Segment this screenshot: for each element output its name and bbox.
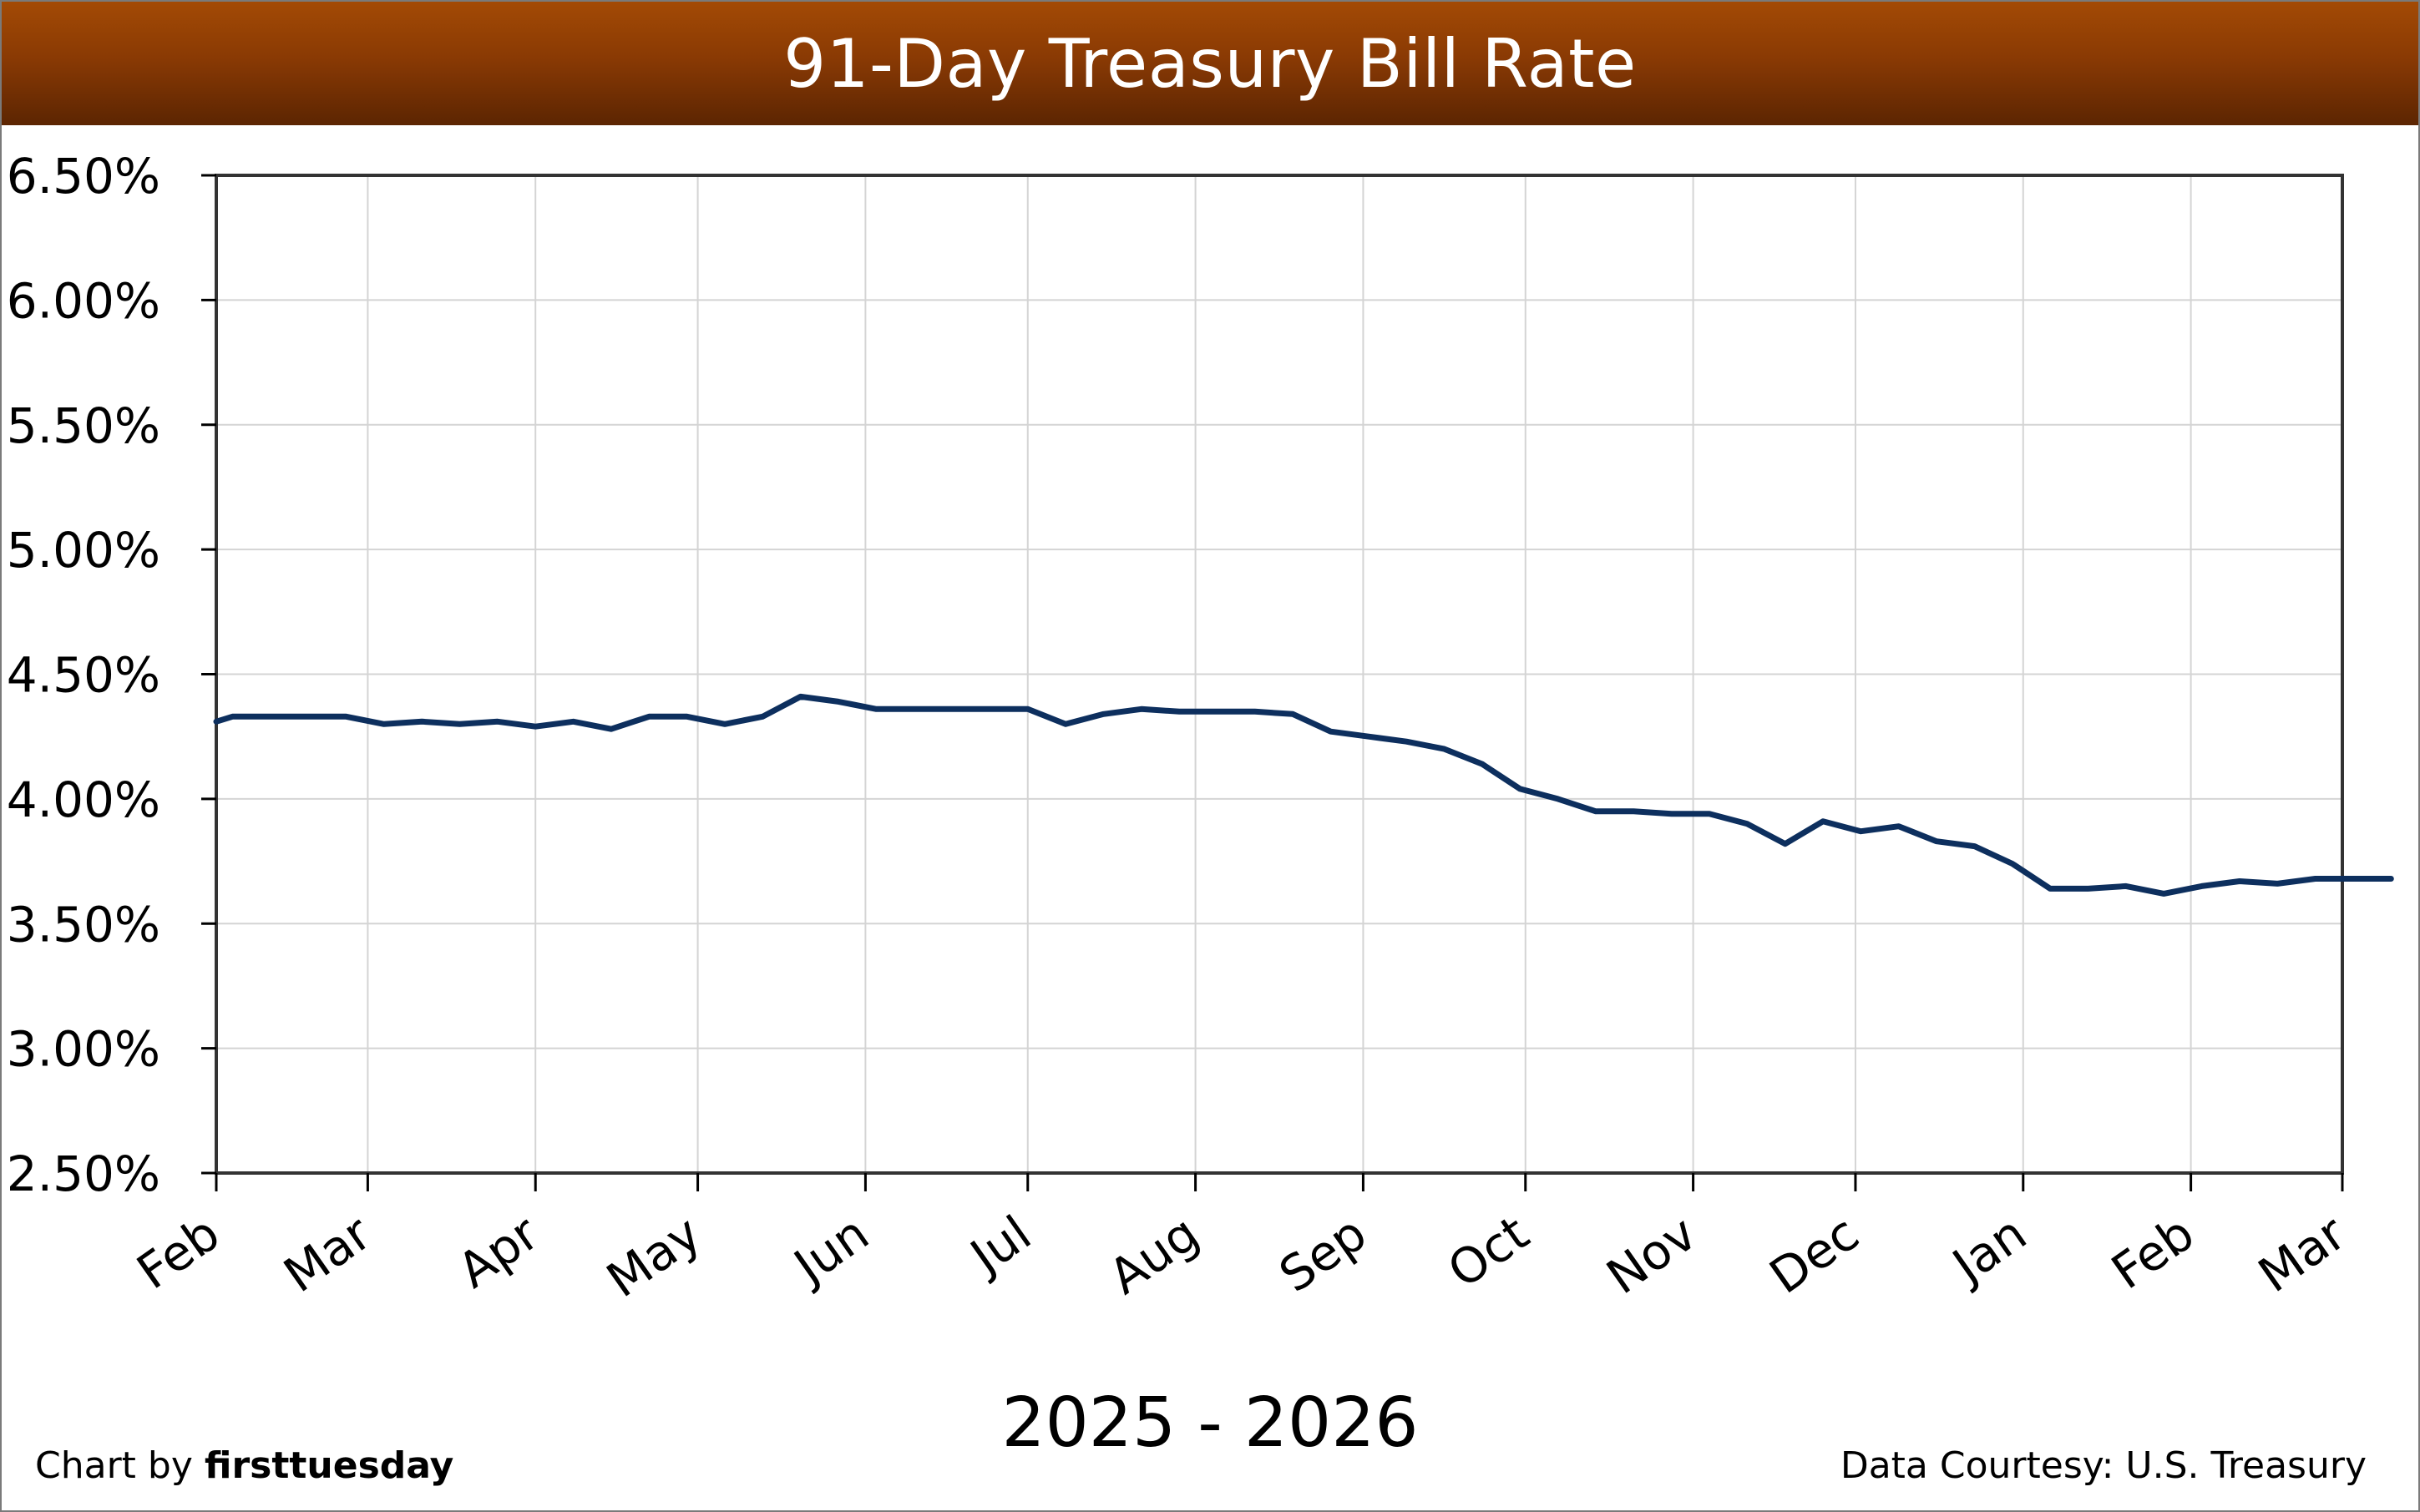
x-tick-label: Aug [1099, 1205, 1209, 1306]
chart-title: 91-Day Treasury Bill Rate [783, 24, 1637, 103]
x-tick-label: May [596, 1205, 711, 1308]
chart-credit: Chart by firsttuesday [35, 1444, 453, 1487]
x-tick-label: Jan [1941, 1205, 2037, 1296]
grid-lines [216, 175, 2342, 1173]
x-tick-label: Dec [1759, 1205, 1869, 1305]
y-tick-label: 2.50% [7, 1145, 160, 1202]
x-tick-label: Oct [1438, 1205, 1539, 1299]
y-tick-label: 6.50% [7, 148, 160, 205]
x-tick-label: Nov [1597, 1205, 1707, 1306]
x-axis: Feb Mar Apr May Jun Jul Aug Sep Oct Nov Dec Jan Feb M… [127, 1173, 2356, 1308]
x-tick-label: Sep [1269, 1205, 1377, 1303]
x-tick-label: Feb [2102, 1205, 2205, 1301]
credit-brand: firsttuesday [204, 1444, 454, 1487]
series-line [213, 693, 2394, 897]
title-bar: 91-Day Treasury Bill Rate [2, 2, 2418, 125]
x-tick-label: Mar [274, 1205, 382, 1304]
y-tick-label: 5.00% [7, 522, 160, 579]
data-source: Data Courtesy: U.S. Treasury [1840, 1444, 2367, 1487]
y-axis: 6.50% 6.00% 5.50% 5.00% 4.50% 4.00% 3.50% 3.00%… [7, 148, 216, 1202]
series-layer [213, 693, 2394, 897]
x-axis-label: 2025 - 2026 [1001, 1383, 1419, 1463]
y-tick-label: 5.50% [7, 397, 160, 454]
x-tick-label: Jun [782, 1205, 879, 1296]
y-tick-label: 4.00% [7, 771, 160, 828]
y-tick-label: 6.00% [7, 272, 160, 329]
x-tick-label: Jul [959, 1205, 1041, 1287]
y-tick-label: 3.50% [7, 896, 160, 953]
y-tick-label: 3.00% [7, 1021, 160, 1078]
x-tick-label: Apr [448, 1205, 549, 1299]
y-tick-label: 4.50% [7, 647, 160, 704]
credit-prefix: Chart by [35, 1444, 205, 1487]
x-tick-label: Mar [2248, 1205, 2356, 1304]
x-tick-label: Feb [127, 1205, 230, 1301]
